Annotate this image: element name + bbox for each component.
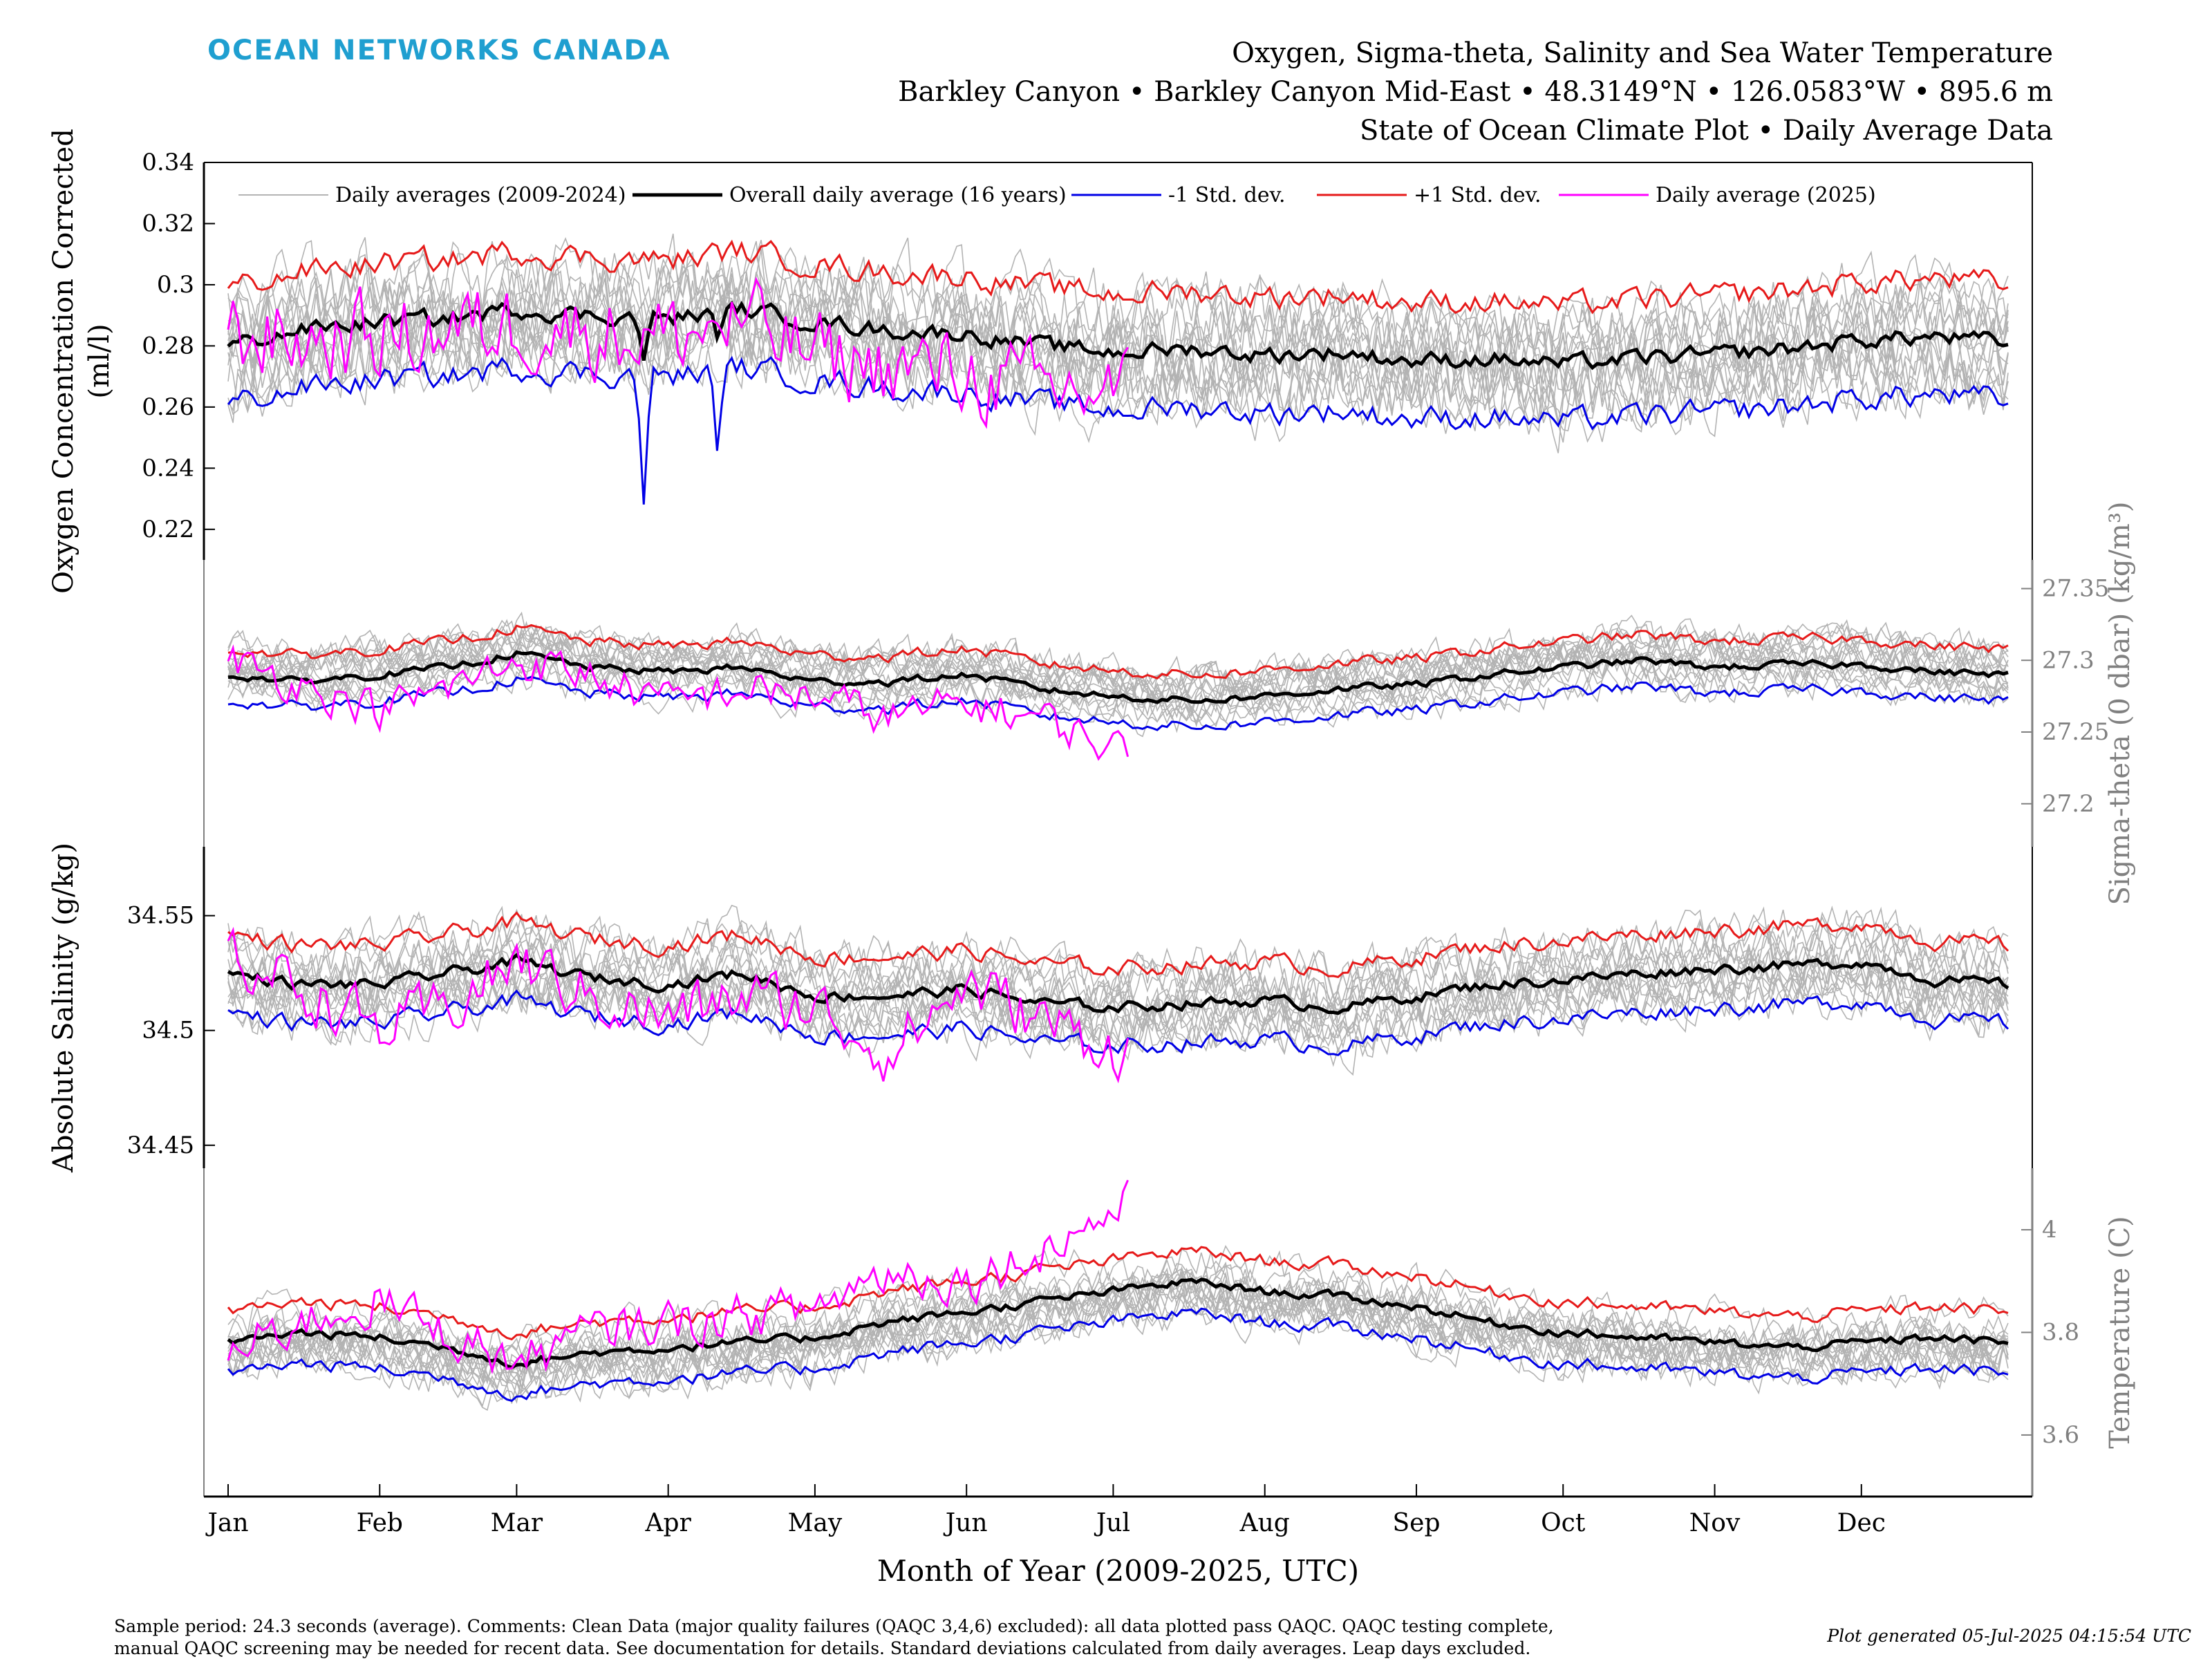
oxygen-ytick-label: 0.26: [142, 393, 194, 421]
std-dev-lines: [227, 239, 2009, 1403]
oxygen-ytick-label: 0.32: [142, 209, 194, 237]
history-line: [227, 295, 2009, 453]
history-line: [227, 930, 2009, 1050]
history-line: [227, 623, 2009, 703]
legend-label-current: Daily average (2025): [1656, 183, 1876, 207]
history-line: [227, 944, 2009, 1055]
current-year-line: [227, 644, 1130, 761]
history-line: [227, 619, 2009, 703]
xtick-label: Aug: [1239, 1509, 1290, 1537]
history-line: [227, 1268, 2009, 1385]
minus-std-line: [227, 989, 2009, 1056]
temperature-ytick-label: 3.8: [2042, 1319, 2079, 1347]
overall-average-lines: [227, 300, 2009, 1369]
history-line: [227, 277, 2009, 412]
legend-label-overall: Overall daily average (16 years): [729, 183, 1067, 207]
xtick-label: Feb: [357, 1509, 403, 1537]
xtick-label: Jun: [943, 1509, 988, 1537]
xtick-label: Nov: [1689, 1509, 1741, 1537]
overall-average-line: [227, 650, 2009, 704]
history-line: [227, 1260, 2009, 1391]
salinity-ytick-label: 34.5: [142, 1017, 194, 1044]
history-line: [227, 234, 2009, 386]
history-line: [227, 1281, 2009, 1411]
history-line: [227, 241, 2009, 375]
footnote-line-1: Sample period: 24.3 seconds (average). C…: [114, 1616, 1554, 1636]
legend: Daily averages (2009-2024) Overall daily …: [238, 183, 1876, 207]
x-axis-label: Month of Year (2009-2025, UTC): [877, 1554, 1359, 1588]
sigma-ytick-label: 27.2: [2042, 790, 2094, 818]
temperature-ytick-label: 3.6: [2042, 1421, 2079, 1449]
chart-subtitle-location: Barkley Canyon • Barkley Canyon Mid-East…: [898, 76, 2053, 108]
current-year-line: [227, 276, 1129, 429]
oxygen-ytick-label: 0.22: [142, 516, 194, 543]
history-line: [227, 950, 2009, 1060]
xtick-label: Mar: [491, 1509, 543, 1537]
sigma-ytick-label: 27.35: [2042, 575, 2109, 603]
legend-label-plus_std: +1 Std. dev.: [1414, 183, 1541, 207]
axes: 0.34 0.32 0.3 0.28 0.26 0.24 0.22 Oxygen Concen…: [48, 129, 2136, 1588]
sigma-ylabel: Sigma-theta (0 dbar) (kg/m³): [2104, 501, 2136, 905]
oxygen-ytick-label: 0.24: [142, 454, 194, 482]
current-year-line: [227, 1179, 1129, 1375]
history-line: [227, 277, 2009, 433]
chart-title: Oxygen, Sigma-theta, Salinity and Sea Wa…: [1232, 37, 2053, 69]
history-line: [227, 1258, 2009, 1385]
history-line: [227, 636, 2009, 724]
history-line: [227, 249, 2009, 384]
current-year-line: [227, 926, 1130, 1084]
plus-std-line: [227, 239, 2009, 315]
sigma-ytick-label: 27.25: [2042, 718, 2109, 746]
salinity-ylabel: Absolute Salinity (g/kg): [48, 843, 79, 1173]
history-line: [227, 1244, 2009, 1358]
legend-label-history: Daily averages (2009-2024): [335, 183, 626, 207]
history-line: [227, 946, 2009, 1050]
minus-std-line: [227, 1307, 2009, 1403]
history-line: [227, 1261, 2009, 1378]
history-line: [227, 287, 2009, 433]
chart-subtitle-type: State of Ocean Climate Plot • Daily Aver…: [1359, 115, 2053, 147]
xtick-label: Jul: [1094, 1509, 1130, 1537]
history-line: [227, 621, 2009, 703]
xtick-label: Dec: [1837, 1509, 1886, 1537]
oxygen-ytick-label: 0.3: [157, 271, 194, 299]
sigma-ytick-label: 27.3: [2042, 646, 2094, 674]
history-line: [227, 657, 2009, 738]
salinity-ytick-label: 34.55: [127, 902, 194, 930]
history-lines: [227, 234, 2009, 1411]
history-line: [227, 651, 2009, 728]
temperature-ytick-label: 4: [2042, 1216, 2057, 1244]
brand-logo: OCEAN NETWORKS CANADA: [207, 35, 671, 66]
xtick-label: Sep: [1393, 1509, 1441, 1537]
xtick-label: Jan: [205, 1509, 248, 1537]
plus-std-line: [227, 911, 2009, 979]
oxygen-ylabel: Oxygen Concentration Corrected: [48, 129, 79, 594]
footnote-line-2: manual QAQC screening may be needed for …: [114, 1638, 1531, 1658]
xtick-label: Oct: [1541, 1509, 1586, 1537]
generated-timestamp: Plot generated 05-Jul-2025 04:15:54 UTC: [1827, 1626, 2191, 1646]
legend-label-minus_std: -1 Std. dev.: [1168, 183, 1286, 207]
plus-std-line: [227, 624, 2009, 680]
oxygen-ytick-label: 0.28: [142, 332, 194, 359]
history-line: [227, 948, 2009, 1053]
overall-average-line: [227, 300, 2009, 371]
salinity-ytick-label: 34.45: [127, 1132, 194, 1159]
oxygen-ylabel: (ml/l): [84, 324, 115, 398]
xtick-label: May: [788, 1509, 843, 1537]
temperature-ylabel: Temperature (C): [2104, 1216, 2136, 1449]
plus-std-line: [227, 1246, 2009, 1341]
current-year-lines: [227, 276, 1130, 1375]
oxygen-ytick-label: 0.34: [142, 149, 194, 176]
history-line: [227, 929, 2009, 1033]
xtick-label: Apr: [645, 1509, 692, 1537]
minus-std-line: [227, 355, 2009, 505]
minus-std-line: [227, 675, 2009, 731]
overall-average-line: [227, 1277, 2009, 1369]
